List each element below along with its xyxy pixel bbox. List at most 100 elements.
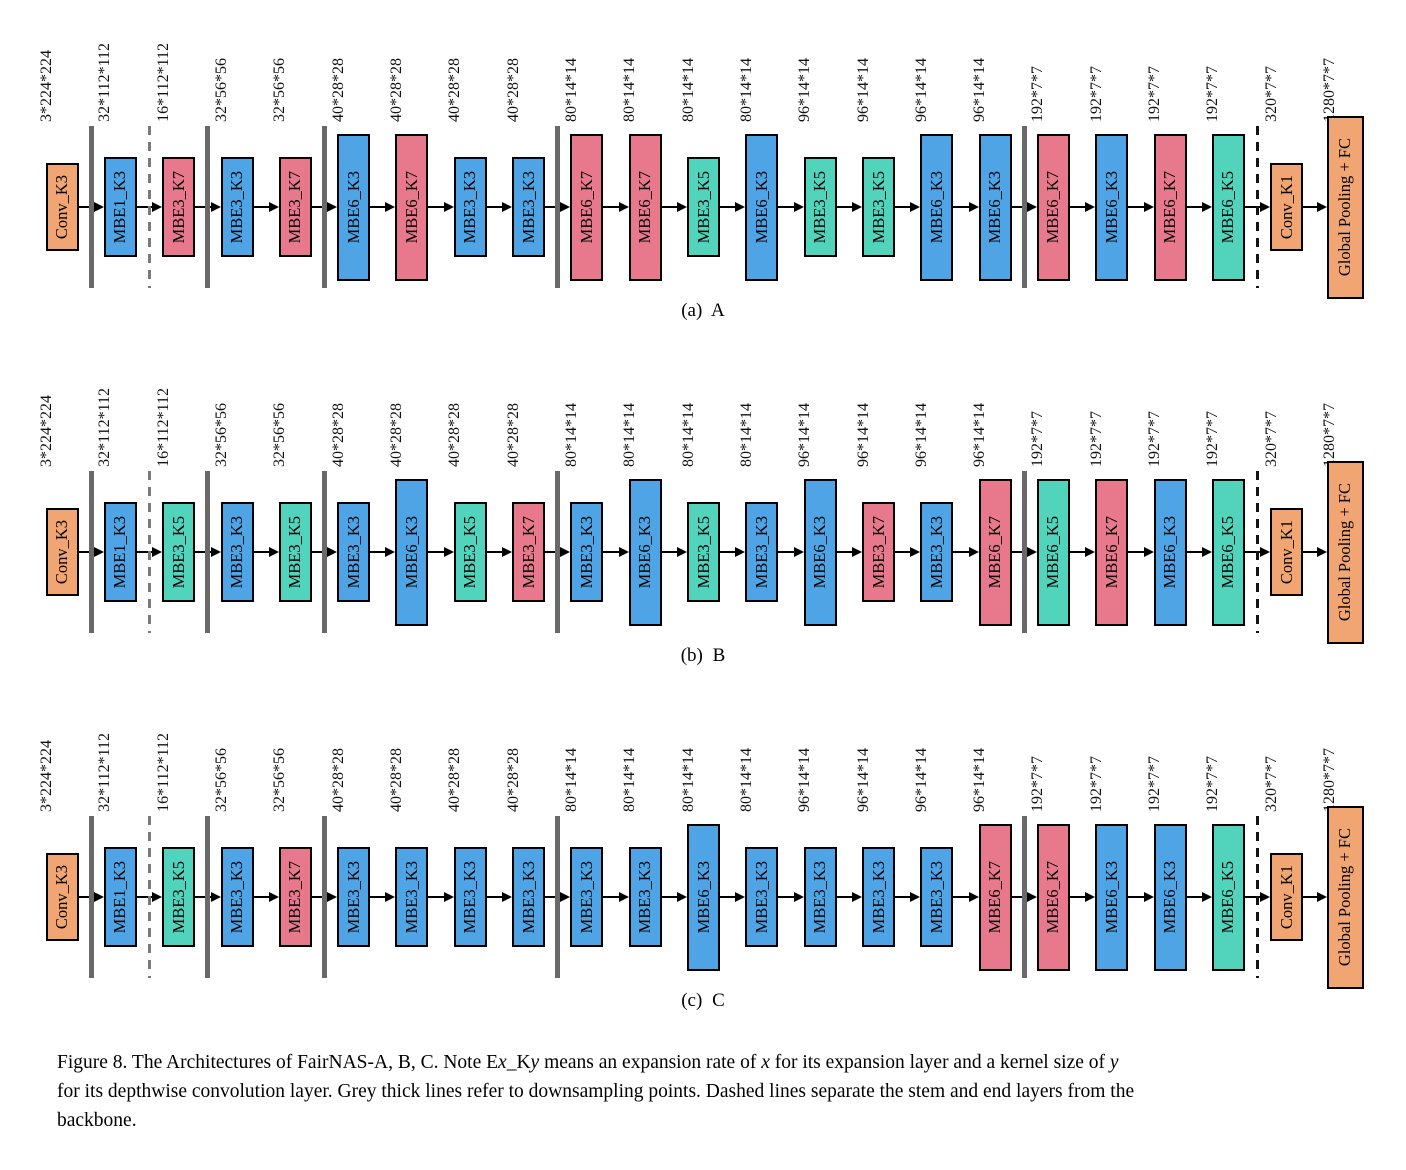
dims-label: 96*14*14 [912,748,930,812]
dims-label: 192*7*7 [1204,411,1222,467]
arrow-connector [136,550,154,554]
downsampling-line [555,816,561,978]
layer-label: MBE3_K3 [810,860,830,934]
caption-text: for its depthwise convolution layer. Gre… [57,1081,1135,1102]
dims-label: 80*14*14 [562,58,580,122]
dims-label: 192*7*7 [1204,66,1222,122]
layer-label: MBE3_K3 [576,515,596,589]
arrowhead-icon [152,201,163,212]
arrow-connector [1069,205,1087,209]
layer-label: MBE3_K3 [227,170,246,244]
layer-label: MBE3_K7 [168,170,188,244]
layer-block-a-11: MBE6_K7 [628,133,662,281]
arrow-connector [136,205,154,209]
layer-block-b-10: MBE3_K3 [570,502,604,602]
layer-label: MBE6_K3 [985,170,1005,244]
layer-block-c-19: MBE6_K3 [1095,823,1129,971]
arrowhead-icon [1026,891,1037,902]
layer-label: MBE6_K7 [1160,170,1180,244]
dims-label: 40*28*28 [329,403,347,467]
layer-block-c-9: MBE3_K3 [512,847,546,947]
architecture-row-a: Conv_K3 3*224*224 MBE1_K3 32*112*112 MBE3_K7… [0,0,1406,345]
layer-label: MBE6_K5 [1043,515,1063,589]
layer-block-b-16: MBE3_K3 [920,502,954,602]
arrow-connector [78,550,95,554]
dims-label: 40*28*28 [504,58,522,122]
caption-line: for its depthwise convolution layer. Gre… [57,1077,1357,1106]
layer-label: MBE6_K3 [635,515,655,589]
layer-label: MBE6_K3 [1101,170,1121,244]
arrow-connector [428,895,445,899]
layer-block-c-18: MBE6_K7 [1036,823,1070,971]
layer-label: Global Pooling + FC [1335,827,1354,967]
layer-label: MBE3_K3 [518,860,538,934]
caption-text: for its expansion layer and a kernel siz… [769,1052,1110,1073]
layer-block-b-12: MBE3_K5 [687,502,720,602]
arrow-connector [195,550,212,554]
dims-label: 80*14*14 [621,748,639,812]
layer-label: MBE6_K7 [576,170,596,244]
arrowhead-icon [1260,546,1271,557]
dims-label: 32*56*56 [271,403,289,467]
arrow-connector [428,550,445,554]
layer-block-a-22: Conv_K1 [1270,163,1304,251]
layer-block-a-10: MBE6_K7 [570,133,604,281]
arrowhead-icon [93,891,104,902]
layer-label: MBE6_K3 [1160,860,1180,934]
downsampling-line [205,471,211,633]
layer-label: MBE3_K3 [635,860,655,934]
layer-label: MBE3_K3 [518,170,538,244]
arrowhead-icon [560,201,571,212]
arrow-connector [1069,550,1087,554]
arrowhead-icon [793,891,804,902]
dims-label: 16*112*112 [154,43,172,122]
layer-block-a-23: Global Pooling + FC [1326,115,1364,299]
arrow-connector [1011,550,1028,554]
layer-block-a-18: MBE6_K7 [1036,133,1070,281]
dims-label: 96*14*14 [796,403,814,467]
layer-block-a-20: MBE6_K7 [1153,133,1187,281]
caption-text: _K [506,1052,531,1073]
stage-separator-dashed-line [148,471,151,633]
arrow-connector [953,550,970,554]
dims-label: 32*112*112 [96,733,114,812]
arrowhead-icon [385,546,396,557]
arrow-connector [370,550,387,554]
architecture-row-c: Conv_K3 3*224*224 MBE1_K3 32*112*112 MBE3_K5… [0,690,1406,1035]
arrow-connector [1244,205,1262,209]
arrowhead-icon [1143,891,1154,902]
layer-label: MBE6_K3 [1101,860,1121,934]
layer-block-c-1: Conv_K3 [45,853,79,941]
layer-label: MBE3_K5 [285,515,305,589]
layer-label: MBE3_K3 [343,860,363,934]
layer-label: MBE3_K3 [751,860,771,934]
layer-label: MBE3_K5 [868,170,888,244]
layer-label: MBE3_K3 [401,860,421,934]
dims-label: 192*7*7 [1146,66,1164,122]
arrowhead-icon [1085,546,1096,557]
layer-block-a-9: MBE3_K3 [512,157,546,257]
layer-block-a-21: MBE6_K5 [1211,133,1245,281]
stage-separator-dashed-line [1256,126,1260,288]
layer-label: MBE3_K5 [168,860,188,934]
layer-label: MBE3_K3 [751,515,771,589]
dims-label: 80*14*14 [562,748,580,812]
downsampling-line [205,816,211,978]
layer-label: MBE6_K3 [343,170,363,244]
layer-block-b-8: MBE3_K5 [453,502,487,602]
arrowhead-icon [1316,891,1327,902]
layer-block-a-5: MBE3_K7 [278,157,312,257]
layer-label: MBE3_K3 [227,515,246,589]
dims-label: 80*14*14 [679,748,697,812]
arrowhead-icon [1085,891,1096,902]
dims-label: 40*28*28 [329,58,347,122]
fairnas-architecture-figure: Conv_K3 3*224*224 MBE1_K3 32*112*112 MBE3_K7… [0,0,1406,1035]
layer-label: Conv_K3 [52,174,71,240]
layer-label: MBE1_K3 [110,170,130,244]
dims-label: 32*56*56 [213,748,230,812]
arrowhead-icon [560,546,571,557]
arrowhead-icon [152,546,163,557]
arrowhead-icon [502,891,513,902]
caption-text: backbone. [57,1110,137,1131]
layer-label: MBE6_K3 [751,170,771,244]
